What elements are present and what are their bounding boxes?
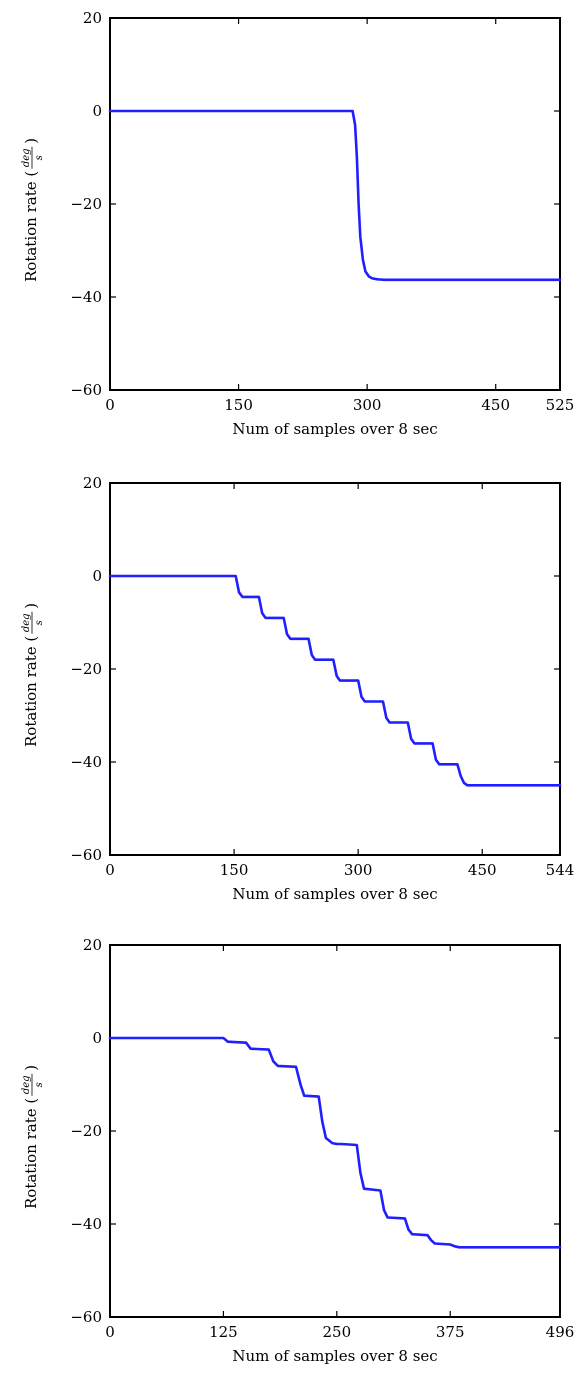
y-tick-label: −20	[70, 195, 102, 213]
x-tick-label: 496	[546, 1323, 575, 1341]
x-tick-label: 125	[209, 1323, 238, 1341]
x-axis-label: Num of samples over 8 sec	[232, 420, 437, 438]
y-tick-label: 0	[92, 102, 102, 120]
x-tick-label: 375	[436, 1323, 465, 1341]
y-tick-label: −40	[70, 1215, 102, 1233]
y-axis-label-prefix: Rotation rate (	[22, 1098, 40, 1209]
y-tick-label: −60	[70, 846, 102, 864]
y-tick-label: −60	[70, 1308, 102, 1326]
y-axis-label-denominator: s	[34, 155, 45, 160]
x-axis-label: Num of samples over 8 sec	[232, 885, 437, 903]
x-tick-label: 450	[481, 396, 510, 414]
y-tick-label: −60	[70, 381, 102, 399]
y-axis-label-suffix: )	[22, 138, 40, 144]
series-line	[108, 109, 562, 282]
y-axis-label-denominator: s	[34, 620, 45, 625]
series-line	[108, 1036, 562, 1249]
y-axis-label-suffix: )	[22, 603, 40, 609]
chart-3: 0 125 250 375 496 20 0 −20 −40 −60 Num of samples …	[21, 936, 574, 1365]
series-line	[108, 574, 562, 787]
y-axis-label-prefix: Rotation rate (	[22, 171, 40, 282]
x-tick-label: 300	[353, 396, 382, 414]
y-tick-label: −40	[70, 753, 102, 771]
y-tick-label: 20	[83, 474, 102, 492]
x-tick-label: 150	[220, 861, 249, 879]
chart-1: 0 150 300 450 525 20 0 −20 −40 −60 Num of samples …	[21, 9, 574, 438]
x-tick-label: 450	[468, 861, 497, 879]
y-axis-label: Rotation rate ( deg s)	[21, 138, 45, 282]
y-tick-label: −20	[70, 660, 102, 678]
x-tick-label: 150	[224, 396, 253, 414]
x-tick-label: 525	[546, 396, 575, 414]
y-axis-label-prefix: Rotation rate (	[22, 636, 40, 747]
y-tick-label: 20	[83, 9, 102, 27]
y-axis-label: Rotation rate ( deg s)	[21, 603, 45, 747]
y-tick-label: −20	[70, 1122, 102, 1140]
y-axis-label-numerator: deg	[21, 613, 32, 632]
x-tick-label: 0	[105, 396, 115, 414]
y-tick-label: −40	[70, 288, 102, 306]
y-axis-label-numerator: deg	[21, 148, 32, 167]
x-tick-label: 300	[344, 861, 373, 879]
y-axis-label: Rotation rate ( deg s)	[21, 1065, 45, 1209]
y-axis-label-denominator: s	[34, 1082, 45, 1087]
y-axis-label-numerator: deg	[21, 1075, 32, 1094]
x-axis-label: Num of samples over 8 sec	[232, 1347, 437, 1365]
x-tick-label: 544	[546, 861, 575, 879]
y-tick-label: 20	[83, 936, 102, 954]
y-tick-label: 0	[92, 567, 102, 585]
x-tick-label: 250	[322, 1323, 351, 1341]
plot-frame	[109, 17, 561, 391]
plot-frame	[109, 944, 561, 1318]
y-axis-label-suffix: )	[22, 1065, 40, 1071]
x-tick-label: 0	[105, 1323, 115, 1341]
chart-2: 0 150 300 450 544 20 0 −20 −40 −60 Num of samples …	[21, 474, 574, 903]
y-tick-label: 0	[92, 1029, 102, 1047]
x-tick-label: 0	[105, 861, 115, 879]
